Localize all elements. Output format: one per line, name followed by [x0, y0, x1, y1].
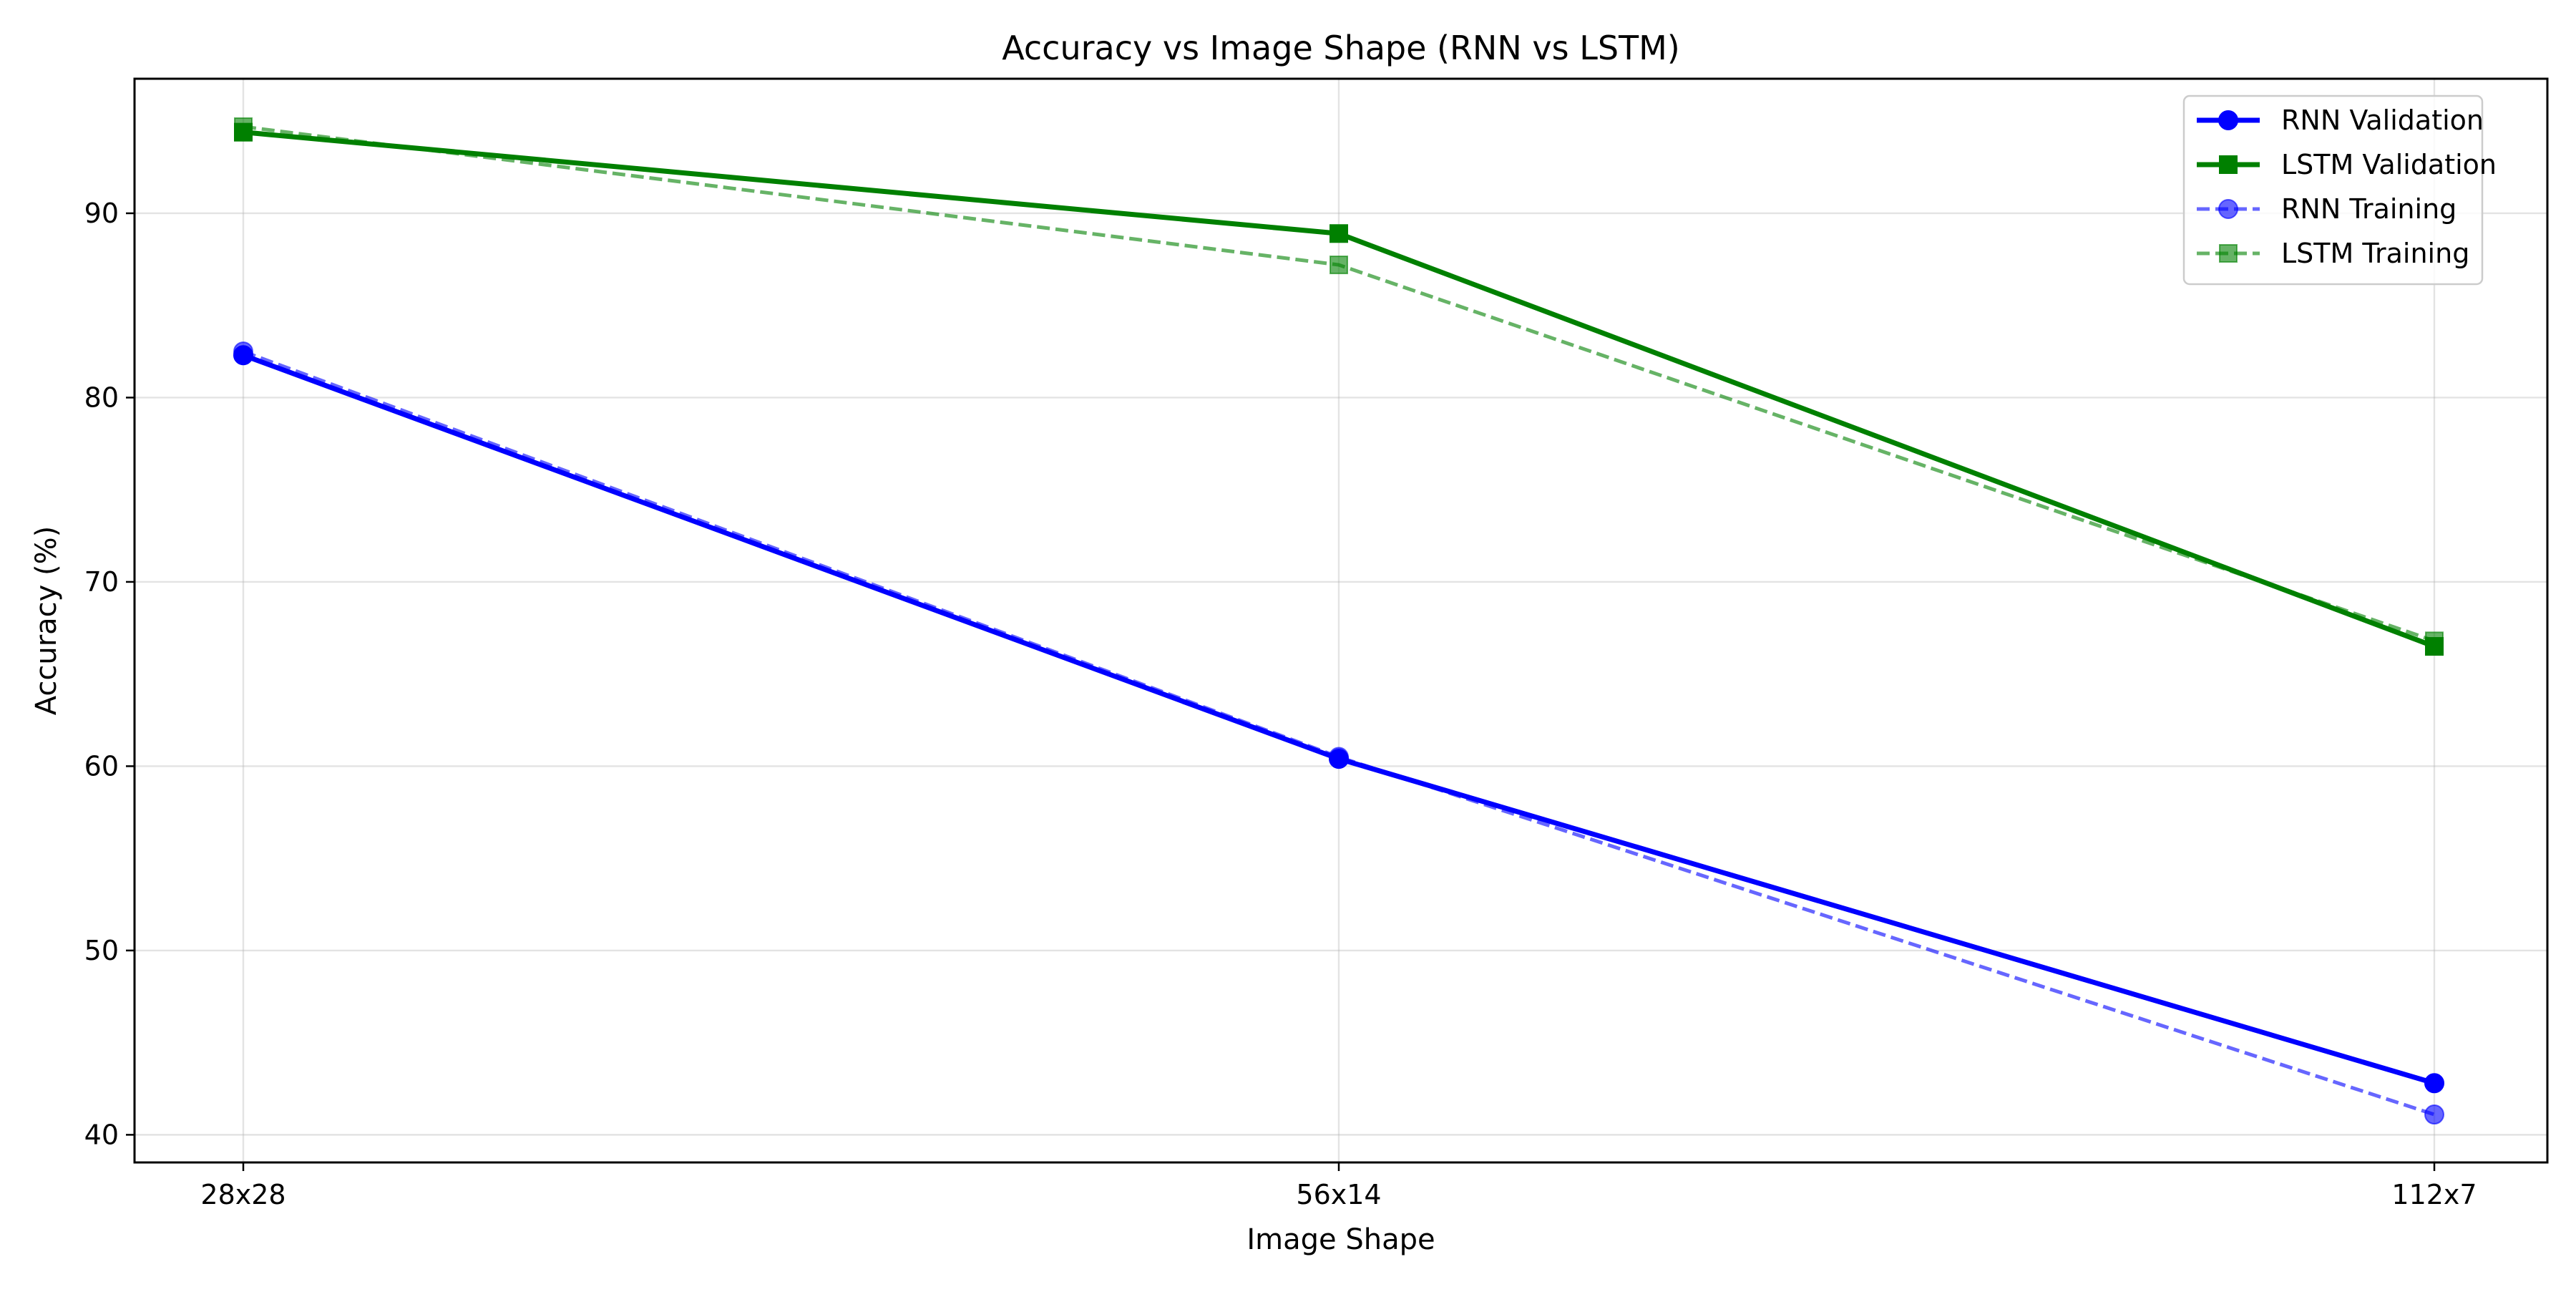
- legend-label-rnn-training: RNN Training: [2281, 193, 2457, 225]
- data-point-rnn-validation: [233, 345, 253, 366]
- legend-items: RNN Validation LSTM Validation RNN Trainin…: [2197, 105, 2497, 269]
- ticks-layer: 28x28 56x14 112x7 40 50 60 70 80 90: [84, 198, 2477, 1210]
- legend-label-rnn-validation: RNN Validation: [2281, 105, 2484, 136]
- series-line-rnn-training: [243, 349, 2435, 1117]
- y-tick-label: 80: [84, 382, 119, 413]
- data-point-rnn-training: [2424, 1104, 2444, 1125]
- chart-title: Accuracy vs Image Shape (RNN vs LSTM): [1002, 29, 1680, 67]
- plot-frame: [133, 77, 2549, 1164]
- y-tick-label: 90: [84, 198, 119, 229]
- series-rnn-validation: [233, 345, 2444, 1094]
- y-tick-label: 40: [84, 1119, 119, 1150]
- legend-item-rnn-training: RNN Training: [2197, 193, 2457, 225]
- legend-label-lstm-validation: LSTM Validation: [2281, 149, 2497, 180]
- data-point-rnn-validation: [2424, 1073, 2444, 1094]
- legend-marker-lstm-validation: [2219, 155, 2238, 174]
- x-tick-label: 56x14: [1296, 1179, 1381, 1210]
- legend-item-lstm-validation: LSTM Validation: [2197, 149, 2497, 180]
- data-point-lstm-training: [1330, 256, 1348, 275]
- series-lstm-validation: [234, 122, 2444, 656]
- legend-marker-lstm-training: [2219, 244, 2238, 263]
- data-point-lstm-validation: [2425, 637, 2444, 656]
- data-point-rnn-validation: [1329, 749, 1349, 769]
- y-tick-label: 60: [84, 750, 119, 782]
- legend-label-lstm-training: LSTM Training: [2281, 238, 2469, 269]
- data-point-lstm-validation: [234, 122, 253, 142]
- y-tick-label: 50: [84, 935, 119, 966]
- legend: RNN Validation LSTM Validation RNN Trainin…: [2182, 94, 2497, 286]
- data-point-lstm-validation: [1330, 224, 1348, 243]
- x-tick-label: 28x28: [200, 1179, 286, 1210]
- legend-item-lstm-training: LSTM Training: [2197, 238, 2469, 269]
- legend-marker-rnn-validation: [2218, 110, 2238, 130]
- y-tick-label: 70: [84, 566, 119, 598]
- series-layer: [233, 117, 2444, 1125]
- x-tick-label: 112x7: [2391, 1179, 2477, 1210]
- legend-item-rnn-validation: RNN Validation: [2197, 105, 2484, 136]
- legend-marker-rnn-training: [2218, 199, 2238, 219]
- x-axis-label: Image Shape: [1246, 1223, 1435, 1256]
- y-axis-label: Accuracy (%): [30, 526, 63, 716]
- legend-box: [2182, 94, 2484, 286]
